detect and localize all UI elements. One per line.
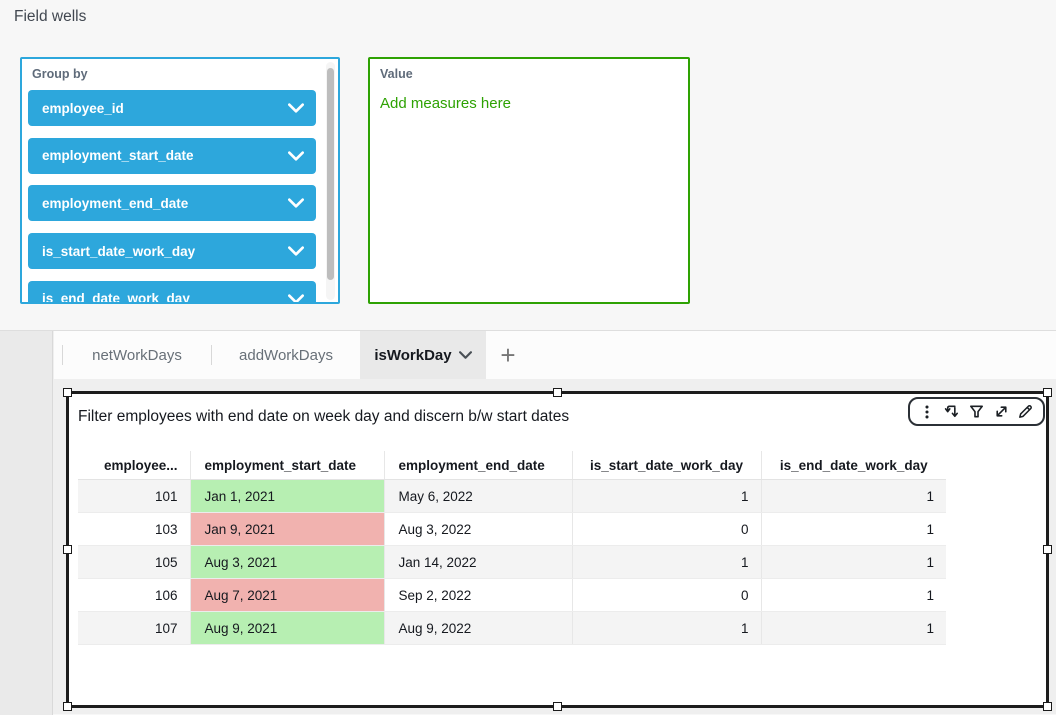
table-row: 107Aug 9, 2021Aug 9, 202211 — [78, 612, 946, 645]
table-row: 101Jan 1, 2021May 6, 202211 — [78, 480, 946, 513]
table-cell[interactable]: 1 — [572, 612, 761, 645]
table-cell[interactable]: 107 — [78, 612, 190, 645]
resize-handle-s[interactable] — [553, 702, 562, 711]
add-sheet-button[interactable]: + — [486, 331, 530, 379]
column-header[interactable]: employment_start_date — [190, 451, 384, 480]
field-pill[interactable]: employee_id — [28, 90, 316, 126]
table-cell[interactable]: 103 — [78, 513, 190, 546]
selected-table-visual[interactable]: Filter employees with end date on week d… — [66, 391, 1049, 708]
table-cell[interactable]: Jan 9, 2021 — [190, 513, 384, 546]
pivot-table: employee...employment_start_dateemployme… — [78, 451, 946, 645]
tab-label: netWorkDays — [92, 347, 182, 364]
swap-arrows-icon[interactable] — [941, 401, 963, 423]
table-cell[interactable]: May 6, 2022 — [384, 480, 572, 513]
sheet-area: netWorkDays addWorkDays isWorkDay + Filter … — [0, 330, 1056, 714]
value-label: Value — [380, 67, 413, 81]
field-pill[interactable]: is_end_date_work_day — [28, 281, 316, 304]
column-header[interactable]: is_end_date_work_day — [761, 451, 946, 480]
chevron-down-icon[interactable] — [288, 151, 304, 161]
add-measures-hint: Add measures here — [380, 95, 511, 112]
table-body: 101Jan 1, 2021May 6, 202211103Jan 9, 202… — [78, 480, 946, 645]
field-pill-label: is_end_date_work_day — [42, 291, 190, 304]
table-row: 105Aug 3, 2021Jan 14, 202211 — [78, 546, 946, 579]
field-pill-label: employment_start_date — [42, 148, 194, 163]
table-cell[interactable]: Aug 9, 2022 — [384, 612, 572, 645]
sheet-tab-bar: netWorkDays addWorkDays isWorkDay + — [54, 331, 1056, 379]
table-row: 106Aug 7, 2021Sep 2, 202201 — [78, 579, 946, 612]
resize-handle-ne[interactable] — [1043, 388, 1052, 397]
scrollbar-track[interactable] — [326, 62, 335, 300]
value-well[interactable]: Value Add measures here — [368, 57, 690, 304]
group-by-well[interactable]: Group by employee_id employment_start_dat… — [20, 57, 340, 304]
resize-handle-sw[interactable] — [63, 702, 72, 711]
table-cell[interactable]: Aug 3, 2021 — [190, 546, 384, 579]
table-cell[interactable]: Aug 7, 2021 — [190, 579, 384, 612]
tab-isWorkDay[interactable]: isWorkDay — [360, 331, 486, 379]
table-cell[interactable]: 1 — [572, 546, 761, 579]
field-pill[interactable]: employment_end_date — [28, 185, 316, 221]
chevron-down-icon[interactable] — [288, 198, 304, 208]
table-header-row: employee...employment_start_dateemployme… — [78, 451, 946, 480]
table-cell[interactable]: 1 — [572, 480, 761, 513]
resize-handle-nw[interactable] — [63, 388, 72, 397]
tab-addWorkDays[interactable]: addWorkDays — [212, 331, 360, 379]
field-wells-panel: Field wells Group by employee_id employme… — [0, 0, 1056, 330]
tab-label: addWorkDays — [239, 347, 333, 364]
visual-title: Filter employees with end date on week d… — [78, 408, 569, 426]
resize-handle-w[interactable] — [63, 545, 72, 554]
table-cell[interactable]: Jan 14, 2022 — [384, 546, 572, 579]
field-pill[interactable]: is_start_date_work_day — [28, 233, 316, 269]
table-cell[interactable]: 105 — [78, 546, 190, 579]
field-pill[interactable]: employment_start_date — [28, 138, 316, 174]
tab-netWorkDays[interactable]: netWorkDays — [63, 331, 211, 379]
expand-icon[interactable] — [990, 401, 1012, 423]
group-by-label: Group by — [32, 67, 88, 81]
column-header[interactable]: is_start_date_work_day — [572, 451, 761, 480]
resize-handle-e[interactable] — [1043, 545, 1052, 554]
canvas-left-margin — [0, 331, 53, 715]
resize-handle-se[interactable] — [1043, 702, 1052, 711]
column-header[interactable]: employment_end_date — [384, 451, 572, 480]
table-cell[interactable]: Sep 2, 2022 — [384, 579, 572, 612]
field-pill-label: employee_id — [42, 101, 124, 116]
table-cell[interactable]: 1 — [761, 579, 946, 612]
table-cell[interactable]: 1 — [761, 546, 946, 579]
table-cell[interactable]: 1 — [761, 480, 946, 513]
column-header[interactable]: employee... — [78, 451, 190, 480]
table-cell[interactable]: 1 — [761, 612, 946, 645]
table-cell[interactable]: 0 — [572, 513, 761, 546]
table-cell[interactable]: Jan 1, 2021 — [190, 480, 384, 513]
resize-handle-n[interactable] — [553, 388, 562, 397]
group-by-pills: employee_id employment_start_date employme… — [28, 90, 316, 304]
table-cell[interactable]: 1 — [761, 513, 946, 546]
table-cell[interactable]: 106 — [78, 579, 190, 612]
table-cell[interactable]: Aug 3, 2022 — [384, 513, 572, 546]
field-pill-label: employment_end_date — [42, 196, 188, 211]
edit-icon[interactable] — [1015, 401, 1037, 423]
filter-icon[interactable] — [965, 401, 987, 423]
chevron-down-icon[interactable] — [288, 294, 304, 304]
table-cell[interactable]: 0 — [572, 579, 761, 612]
chevron-down-icon[interactable] — [459, 351, 472, 359]
visual-toolbar — [908, 397, 1045, 426]
table-cell[interactable]: 101 — [78, 480, 190, 513]
field-wells-title: Field wells — [14, 8, 86, 26]
table-cell[interactable]: Aug 9, 2021 — [190, 612, 384, 645]
field-pill-label: is_start_date_work_day — [42, 244, 195, 259]
scrollbar-thumb[interactable] — [327, 68, 334, 280]
table-row: 103Jan 9, 2021Aug 3, 202201 — [78, 513, 946, 546]
menu-icon[interactable] — [916, 401, 938, 423]
chevron-down-icon[interactable] — [288, 103, 304, 113]
tab-label: isWorkDay — [374, 347, 451, 364]
chevron-down-icon[interactable] — [288, 246, 304, 256]
